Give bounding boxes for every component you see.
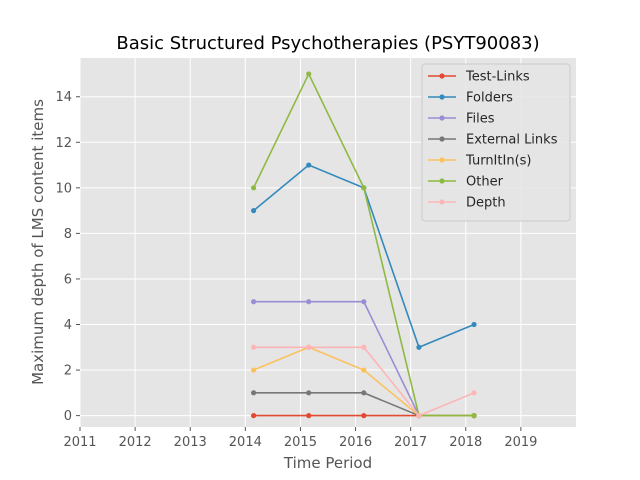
- x-tick-label: 2019: [504, 435, 537, 450]
- chart-title: Basic Structured Psychotherapies (PSYT90…: [116, 33, 539, 54]
- legend-marker-external-links: [439, 136, 445, 142]
- data-point-depth: [471, 390, 477, 396]
- x-tick-label: 2017: [394, 435, 427, 450]
- y-tick-label: 8: [64, 227, 72, 242]
- y-tick-label: 4: [64, 318, 72, 333]
- x-tick-label: 2012: [119, 435, 152, 450]
- data-point-folders: [471, 321, 477, 328]
- data-point-files: [361, 299, 367, 305]
- legend-marker-depth: [439, 199, 445, 205]
- x-tick-label: 2015: [284, 435, 317, 450]
- y-tick-label: 0: [64, 409, 72, 424]
- data-point-other: [251, 185, 257, 191]
- data-point-other: [471, 413, 477, 419]
- data-point-files: [306, 299, 312, 305]
- legend-marker-turnitin-s: [439, 157, 445, 163]
- legend-label-depth: Depth: [466, 196, 506, 211]
- data-point-other: [306, 71, 312, 77]
- x-tick-label: 2018: [449, 435, 482, 450]
- data-point-depth: [251, 344, 257, 350]
- x-tick-label: 2011: [63, 435, 96, 450]
- y-axis-label: Maximum depth of LMS content items: [29, 99, 47, 385]
- data-point-other: [361, 185, 367, 191]
- data-point-folders: [251, 208, 257, 214]
- legend-label-test-links: Test-Links: [465, 70, 530, 85]
- data-point-folders: [306, 162, 312, 168]
- legend: Test-Links Folders Files External Links Turn…: [421, 63, 571, 222]
- data-point-depth: [306, 344, 312, 350]
- legend-marker-folders: [439, 94, 445, 100]
- data-point-turnitin-s: [251, 367, 257, 373]
- legend-label-turnitin-s: TurnItIn(s): [465, 154, 531, 169]
- legend-box: [421, 63, 571, 222]
- legend-marker-other: [439, 178, 445, 184]
- y-tick-label: 10: [55, 181, 72, 196]
- x-axis-label: Time Period: [283, 454, 372, 472]
- y-tick-label: 6: [64, 272, 72, 287]
- series-layer: [251, 71, 477, 419]
- x-tick-label: 2014: [229, 435, 262, 450]
- data-point-depth: [416, 413, 422, 419]
- y-tick-label: 2: [64, 364, 72, 379]
- legend-marker-test-links: [439, 73, 445, 79]
- y-tick-label: 12: [55, 136, 72, 151]
- data-point-test-links: [251, 413, 257, 419]
- tick-layer: 2011 2012 2013 2014 2015 2016 2017 2018 2019 0 2 4 6…: [55, 90, 537, 450]
- data-point-test-links: [306, 413, 312, 419]
- data-point-turnitin-s: [361, 367, 367, 373]
- data-point-external-links: [251, 390, 257, 396]
- data-point-test-links: [361, 413, 367, 419]
- data-point-depth: [361, 344, 367, 350]
- data-point-external-links: [361, 390, 367, 396]
- data-point-files: [251, 299, 257, 305]
- x-tick-label: 2013: [174, 435, 207, 450]
- data-point-external-links: [306, 390, 312, 396]
- legend-marker-files: [439, 115, 445, 121]
- legend-label-other: Other: [466, 175, 504, 190]
- legend-label-files: Files: [466, 112, 495, 127]
- legend-label-folders: Folders: [466, 91, 513, 106]
- data-point-folders: [416, 344, 422, 350]
- y-tick-label: 14: [55, 90, 72, 105]
- x-tick-label: 2016: [339, 435, 372, 450]
- legend-label-external-links: External Links: [466, 133, 558, 148]
